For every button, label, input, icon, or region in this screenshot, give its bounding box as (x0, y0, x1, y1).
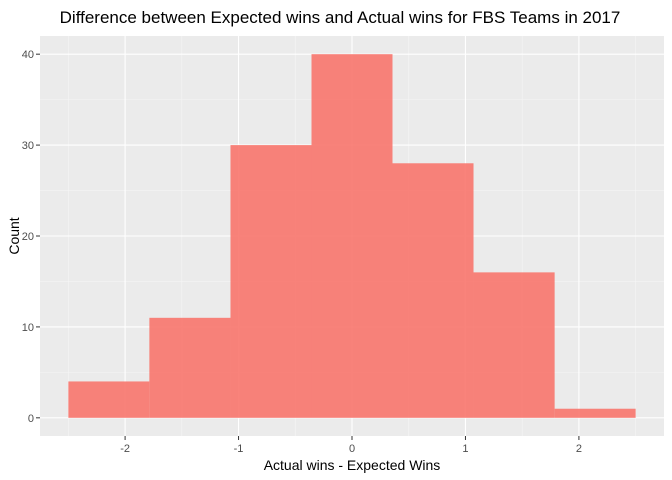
x-tick-label: 0 (349, 443, 355, 455)
x-tick-label: -2 (120, 443, 130, 455)
x-tick-label: 2 (576, 443, 582, 455)
histogram-bar (554, 408, 636, 418)
histogram-bar (392, 163, 474, 418)
y-tick-label: 30 (22, 140, 34, 152)
histogram-bar (311, 54, 393, 418)
bars (68, 54, 636, 418)
y-tick-label: 40 (22, 49, 34, 61)
chart-title: Difference between Expected wins and Act… (60, 8, 621, 27)
x-axis-title: Actual wins - Expected Wins (264, 457, 441, 473)
histogram-bar (473, 272, 555, 418)
histogram-bar (68, 381, 150, 418)
y-tick-label: 20 (22, 231, 34, 243)
histogram-bar (230, 145, 312, 418)
y-tick-label: 10 (22, 322, 34, 334)
y-axis-title: Count (6, 217, 22, 254)
x-axis: -2 -1 0 1 2 (120, 436, 582, 455)
histogram-bar (149, 317, 231, 418)
x-tick-label: -1 (234, 443, 244, 455)
y-tick-label: 0 (28, 413, 34, 425)
x-tick-label: 1 (462, 443, 468, 455)
y-axis: 0 10 20 30 40 (22, 49, 40, 425)
